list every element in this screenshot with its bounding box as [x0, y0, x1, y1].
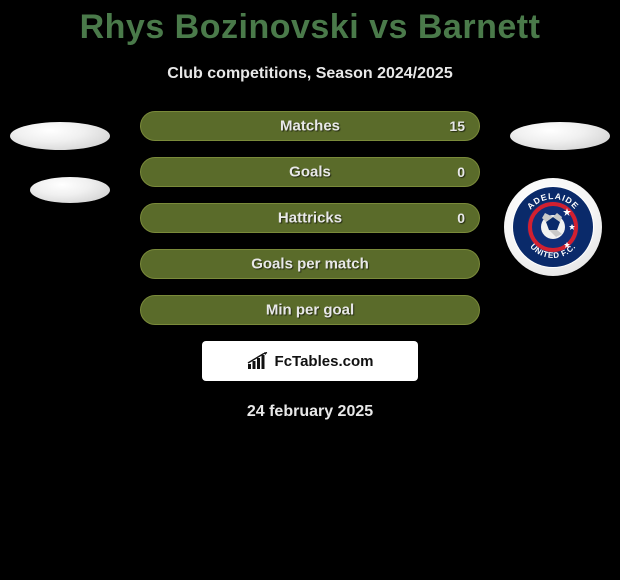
date-label: 24 february 2025: [0, 403, 620, 421]
bar-row: Goals 0: [140, 157, 480, 187]
brand-box[interactable]: FcTables.com: [202, 341, 418, 381]
bar-row: Min per goal: [140, 295, 480, 325]
bar-row: Goals per match: [140, 249, 480, 279]
brand-text: FcTables.com: [275, 353, 374, 370]
bar-value-right: 15: [449, 118, 465, 134]
page-title: Rhys Bozinovski vs Barnett: [0, 0, 620, 47]
bar-label: Goals per match: [251, 256, 369, 273]
subtitle: Club competitions, Season 2024/2025: [0, 65, 620, 83]
adelaide-united-badge: ADELAIDE UNITED F.C.: [512, 186, 594, 268]
player2-club-badge: ADELAIDE UNITED F.C.: [504, 178, 602, 276]
bar-label: Matches: [280, 118, 340, 135]
bar-label: Min per goal: [266, 302, 354, 319]
bar-row: Matches 15: [140, 111, 480, 141]
brand-chart-icon: [247, 352, 269, 370]
player1-club-placeholder: [30, 177, 110, 203]
bar-value-right: 0: [457, 164, 465, 180]
player2-avatar-placeholder: [510, 122, 610, 150]
bar-value-right: 0: [457, 210, 465, 226]
bar-row: Hattricks 0: [140, 203, 480, 233]
player1-avatar-placeholder: [10, 122, 110, 150]
bar-label: Hattricks: [278, 210, 342, 227]
bar-label: Goals: [289, 164, 331, 181]
